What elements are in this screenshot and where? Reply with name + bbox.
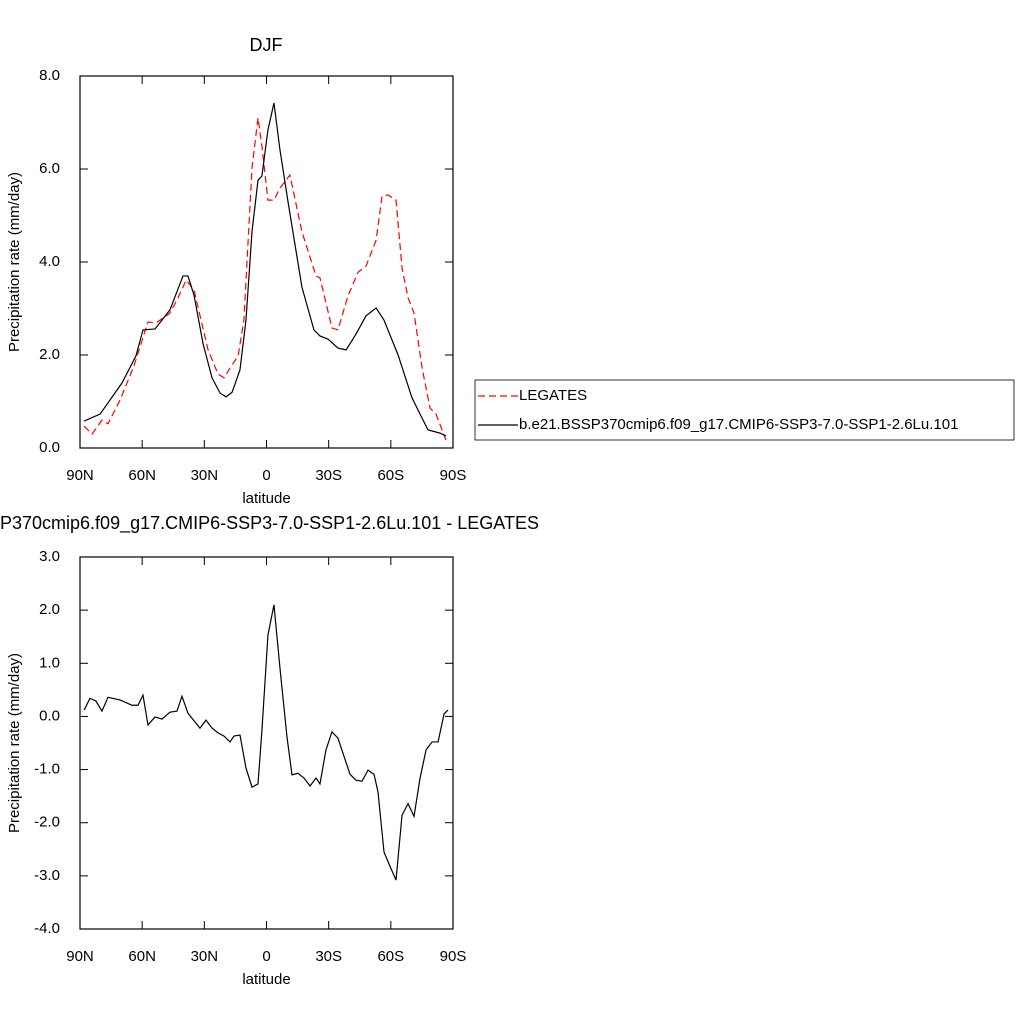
y-tick-label: 6.0 [39, 160, 60, 177]
legend-label: b.e21.BSSP370cmip6.f09_g17.CMIP6-SSP3-7.… [519, 416, 958, 433]
data-line [83, 604, 449, 881]
legend-label: LEGATES [519, 387, 587, 404]
y-tick-label: -1.0 [34, 761, 60, 778]
x-tick-label: 60N [128, 467, 156, 484]
x-tick-label: 0 [262, 948, 270, 965]
x-tick-label: 0 [262, 467, 270, 484]
y-tick-label: 1.0 [39, 654, 60, 671]
data-line [83, 117, 447, 441]
y-tick-label: 3.0 [39, 548, 60, 565]
y-tick-label: -2.0 [34, 814, 60, 831]
x-tick-label: 30S [315, 467, 342, 484]
x-tick-label: 90S [440, 467, 467, 484]
x-axis-label: latitude [242, 490, 290, 507]
x-tick-label: 30S [315, 948, 342, 965]
y-tick-label: 8.0 [39, 67, 60, 84]
y-axis-label: Precipitation rate (mm/day) [6, 653, 23, 833]
plot-frame [79, 75, 454, 449]
x-axis-label: latitude [242, 971, 290, 988]
y-tick-label: -3.0 [34, 867, 60, 884]
x-tick-label: 90S [440, 948, 467, 965]
x-tick-label: 60S [377, 948, 404, 965]
data-line [83, 102, 447, 437]
y-tick-label: 4.0 [39, 253, 60, 270]
chart-title: DJF [250, 35, 283, 55]
y-tick-label: 0.0 [39, 439, 60, 456]
x-tick-label: 90N [66, 948, 94, 965]
y-tick-label: -4.0 [34, 920, 60, 937]
y-axis-label: Precipitation rate (mm/day) [6, 172, 23, 352]
y-tick-label: 2.0 [39, 346, 60, 363]
chart-title: P370cmip6.f09_g17.CMIP6-SSP3-7.0-SSP1-2.… [0, 513, 539, 534]
x-tick-label: 90N [66, 467, 94, 484]
x-tick-label: 60N [128, 948, 156, 965]
x-tick-label: 60S [377, 467, 404, 484]
legend-box [474, 379, 1015, 441]
x-tick-label: 30N [191, 948, 219, 965]
x-tick-label: 30N [191, 467, 219, 484]
y-tick-label: 0.0 [39, 707, 60, 724]
y-tick-label: 2.0 [39, 601, 60, 618]
